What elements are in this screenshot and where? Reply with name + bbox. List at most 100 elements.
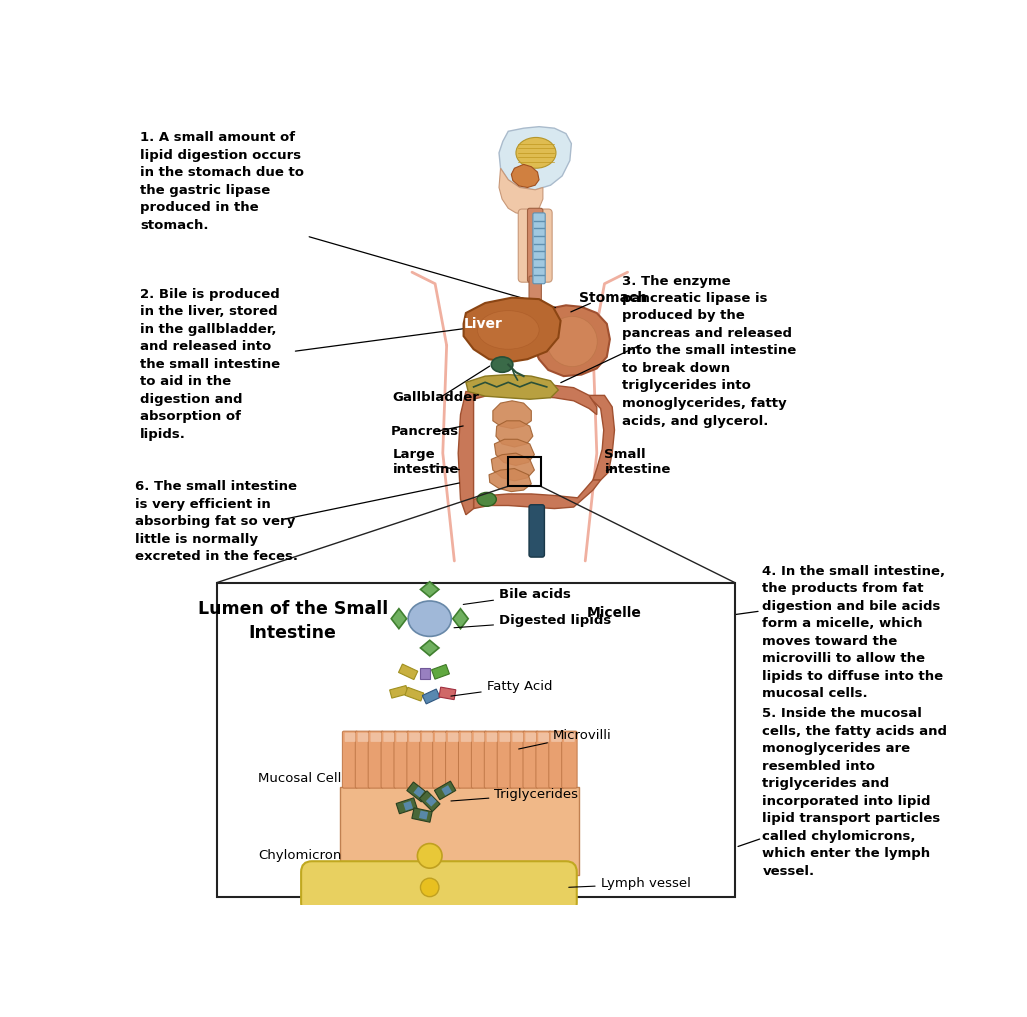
Text: Small
intestine: Small intestine [605,448,671,476]
Polygon shape [420,582,439,597]
Ellipse shape [408,601,451,637]
Polygon shape [420,641,439,656]
FancyBboxPatch shape [381,731,396,788]
Text: 3. The enzyme
pancreatic lipase is
produced by the
pancreas and released
into th: 3. The enzyme pancreatic lipase is produ… [622,275,797,427]
FancyBboxPatch shape [562,731,577,788]
FancyBboxPatch shape [435,732,446,741]
Polygon shape [466,374,559,400]
FancyBboxPatch shape [448,732,459,741]
Polygon shape [494,439,534,466]
FancyBboxPatch shape [407,731,422,788]
FancyBboxPatch shape [499,732,510,741]
Bar [398,664,418,679]
Polygon shape [496,421,533,447]
Bar [419,791,440,812]
FancyBboxPatch shape [383,732,394,741]
Text: Lumen of the Small
Intestine: Lumen of the Small Intestine [197,599,388,643]
FancyBboxPatch shape [533,213,545,284]
Text: Pancreas: Pancreas [391,425,459,438]
FancyBboxPatch shape [396,732,407,741]
Bar [422,690,441,704]
Text: Large
intestine: Large intestine [392,448,459,476]
Ellipse shape [547,316,597,366]
Text: Mucosal Cell: Mucosal Cell [258,772,341,785]
Bar [508,457,540,486]
Bar [412,807,432,822]
Bar [396,797,417,814]
Text: Triglycerides: Triglycerides [451,788,578,801]
Polygon shape [499,127,571,190]
FancyBboxPatch shape [471,731,487,788]
Bar [389,685,408,698]
Bar [442,785,452,795]
FancyBboxPatch shape [497,731,512,788]
FancyBboxPatch shape [409,732,420,741]
Bar [431,664,450,679]
FancyBboxPatch shape [342,731,357,788]
Ellipse shape [516,137,556,168]
Text: Gallbladder: Gallbladder [392,392,480,404]
FancyBboxPatch shape [523,731,538,788]
FancyBboxPatch shape [525,732,536,741]
Bar [407,782,428,801]
FancyBboxPatch shape [301,861,577,913]
Ellipse shape [417,843,442,869]
FancyBboxPatch shape [420,731,435,788]
FancyBboxPatch shape [519,210,553,282]
FancyBboxPatch shape [512,732,523,741]
Ellipse shape [478,310,539,349]
Bar [414,786,424,797]
FancyBboxPatch shape [473,732,485,741]
Text: Micelle: Micelle [586,606,642,620]
FancyBboxPatch shape [432,731,448,788]
FancyBboxPatch shape [485,731,500,788]
FancyBboxPatch shape [529,504,544,557]
Text: Bile acids: Bile acids [463,588,571,604]
Text: Chylomicron: Chylomicron [258,849,341,862]
Text: Liver: Liver [464,316,503,331]
FancyBboxPatch shape [345,732,355,741]
Polygon shape [491,454,534,481]
FancyBboxPatch shape [510,731,526,788]
Bar [419,811,428,820]
Bar [404,801,413,811]
FancyBboxPatch shape [538,732,549,741]
Text: 2. Bile is produced
in the liver, stored
in the gallbladder,
and released into
t: 2. Bile is produced in the liver, stored… [140,288,280,440]
Polygon shape [453,609,468,629]
Polygon shape [463,298,561,362]
Polygon shape [473,382,597,415]
FancyBboxPatch shape [548,731,564,788]
Bar [420,668,430,678]
Bar [405,687,424,701]
FancyBboxPatch shape [394,731,410,788]
FancyBboxPatch shape [536,731,551,788]
Ellipse shape [491,357,512,372]
Text: 1. A small amount of
lipid digestion occurs
in the stomach due to
the gastric li: 1. A small amount of lipid digestion occ… [140,131,304,232]
Text: Microvilli: Microvilli [519,729,612,749]
Text: Lymph vessel: Lymph vessel [569,878,690,891]
FancyBboxPatch shape [422,732,432,741]
Bar [439,687,456,700]
FancyBboxPatch shape [528,208,543,282]
FancyBboxPatch shape [487,732,497,741]
Text: Digested lipids: Digested lipids [454,614,611,627]
Polygon shape [391,609,407,629]
FancyBboxPatch shape [368,731,383,788]
Text: Stomach: Stomach [579,291,647,305]
Polygon shape [533,305,610,376]
Text: Fatty Acid: Fatty Acid [451,680,553,696]
Polygon shape [473,480,601,508]
FancyBboxPatch shape [357,732,369,741]
Ellipse shape [420,879,439,897]
Bar [340,786,579,875]
Bar [434,781,456,799]
Bar [217,583,734,897]
Polygon shape [458,392,473,515]
Text: 5. Inside the mucosal
cells, the fatty acids and
monoglycerides are
resembled in: 5. Inside the mucosal cells, the fatty a… [762,707,947,878]
Polygon shape [493,401,531,428]
FancyBboxPatch shape [371,732,381,741]
Ellipse shape [478,492,496,506]
Polygon shape [499,168,543,215]
FancyBboxPatch shape [458,731,473,788]
Text: 4. In the small intestine,
the products from fat
digestion and bile acids
form a: 4. In the small intestine, the products … [762,564,946,701]
